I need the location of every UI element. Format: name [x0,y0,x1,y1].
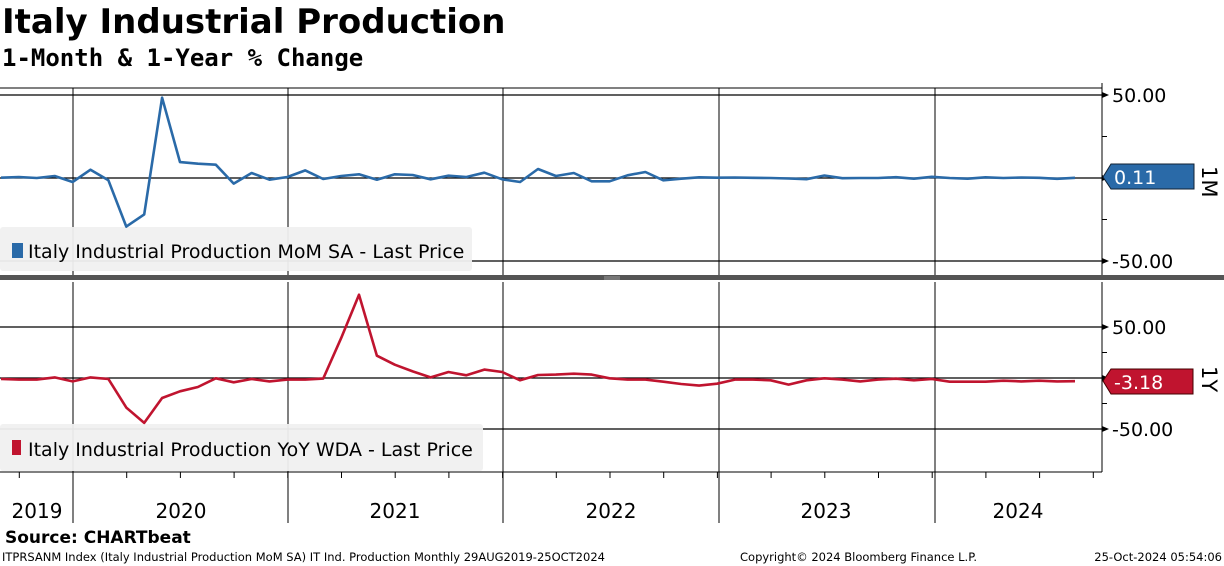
y-tick-label-top-50: 50.00 [1112,85,1166,107]
footer-timestamp: 25-Oct-2024 05:54:06 [1094,550,1222,564]
y-tick-arrow [1102,258,1109,264]
legend-box-bottom [0,424,483,471]
x-tick-label-2024: 2024 [993,499,1044,523]
series-line-yoy [0,293,1076,425]
panel-label-1y: 1Y [1197,366,1221,392]
chart-frame [0,87,1224,473]
footer-copyright: Copyright© 2024 Bloomberg Finance L.P. [740,550,977,564]
y-tick-label-top-neg50: -50.00 [1112,251,1173,273]
last-value-tag-yoy [1102,368,1194,395]
y-tick-arrow [1102,324,1109,330]
legend-label-yoy: Italy Industrial Production YoY WDA - La… [28,439,473,461]
x-tick-label-2021: 2021 [370,499,421,523]
last-value-yoy: -3.18 [1114,372,1163,394]
x-axis-ticks [18,472,1094,478]
x-tick-label-2022: 2022 [586,499,637,523]
y-tick-label-bottom-50: 50.00 [1112,317,1166,339]
series-layer [0,96,1076,425]
source-label: Source: CHARTbeat [5,528,191,548]
y-tick-arrow [1102,92,1109,98]
last-value-tag-mom [1102,163,1195,190]
chart-title: Italy Industrial Production [2,2,506,42]
x-tick-label-2023: 2023 [801,499,852,523]
series-line-mom [0,96,1076,228]
legend-swatch-mom [12,243,23,258]
x-tick-label-2020: 2020 [156,499,207,523]
legend-swatch-yoy [12,440,21,455]
x-tick-label-2019: 2019 [12,499,63,523]
panel-label-1m: 1M [1197,166,1221,197]
footer-ticker-info: ITPRSANM Index (Italy Industrial Product… [2,550,605,564]
last-value-mom: 0.11 [1114,167,1156,189]
legend-box-top [0,227,472,271]
y-tick-label-bottom-neg50: -50.00 [1112,419,1173,441]
chart-subtitle: 1-Month & 1-Year % Change [2,44,364,72]
y-tick-arrow [1102,426,1109,432]
legend-label-mom: Italy Industrial Production MoM SA - Las… [28,241,464,263]
